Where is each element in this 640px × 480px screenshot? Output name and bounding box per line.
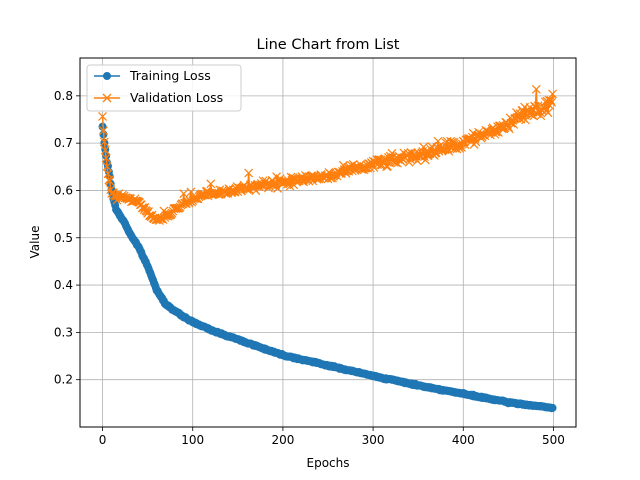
data-point [547,97,557,107]
ticks: 0 100 200 300 400 500 0.2 0.3 0.4 0.5 0.6 0.7 0.8 [54,89,565,447]
y-tick-label: 0.5 [54,231,73,245]
data-point [530,102,540,111]
y-tick-label: 0.4 [54,278,73,292]
y-tick-label: 0.2 [54,373,73,387]
x-tick-label: 500 [542,433,565,447]
series-validation-loss [98,84,557,226]
data-point [101,153,111,163]
data-point [179,189,189,199]
data-point [548,89,557,99]
series-layer [98,84,557,413]
y-tick-label: 0.6 [54,183,73,197]
data-point [543,108,553,118]
plot-frame [79,57,577,428]
y-tick-label: 0.3 [54,325,73,339]
legend-box [86,64,242,112]
legend: Training Loss Validation Loss [86,64,242,112]
legend-label-training-loss: Training Loss [129,68,211,83]
data-point [100,145,110,155]
chart-title: Line Chart from List [257,37,400,53]
x-tick-label: 300 [362,433,385,447]
data-point [548,403,557,412]
data-point [105,176,115,186]
x-tick-label: 200 [271,433,294,447]
x-axis-label: Epochs [307,456,350,470]
x-tick-label: 0 [99,433,107,447]
data-point [99,126,108,136]
y-tick-label: 0.7 [54,136,73,150]
data-point [244,168,254,178]
x-tick-label: 100 [181,433,204,447]
legend-marker-training-loss [103,72,111,80]
legend-label-validation-loss: Validation Loss [130,90,223,105]
data-point [99,137,109,147]
data-point [102,161,112,171]
data-point [433,136,443,146]
grid [80,58,576,427]
data-point [206,179,216,189]
data-point [531,84,541,94]
data-point [98,112,107,121]
data-point [420,155,430,165]
data-point [546,95,556,105]
x-tick-label: 400 [452,433,475,447]
y-axis-label: Value [28,226,42,259]
y-tick-label: 0.8 [54,89,73,103]
legend-marker-validation-loss [102,93,112,103]
